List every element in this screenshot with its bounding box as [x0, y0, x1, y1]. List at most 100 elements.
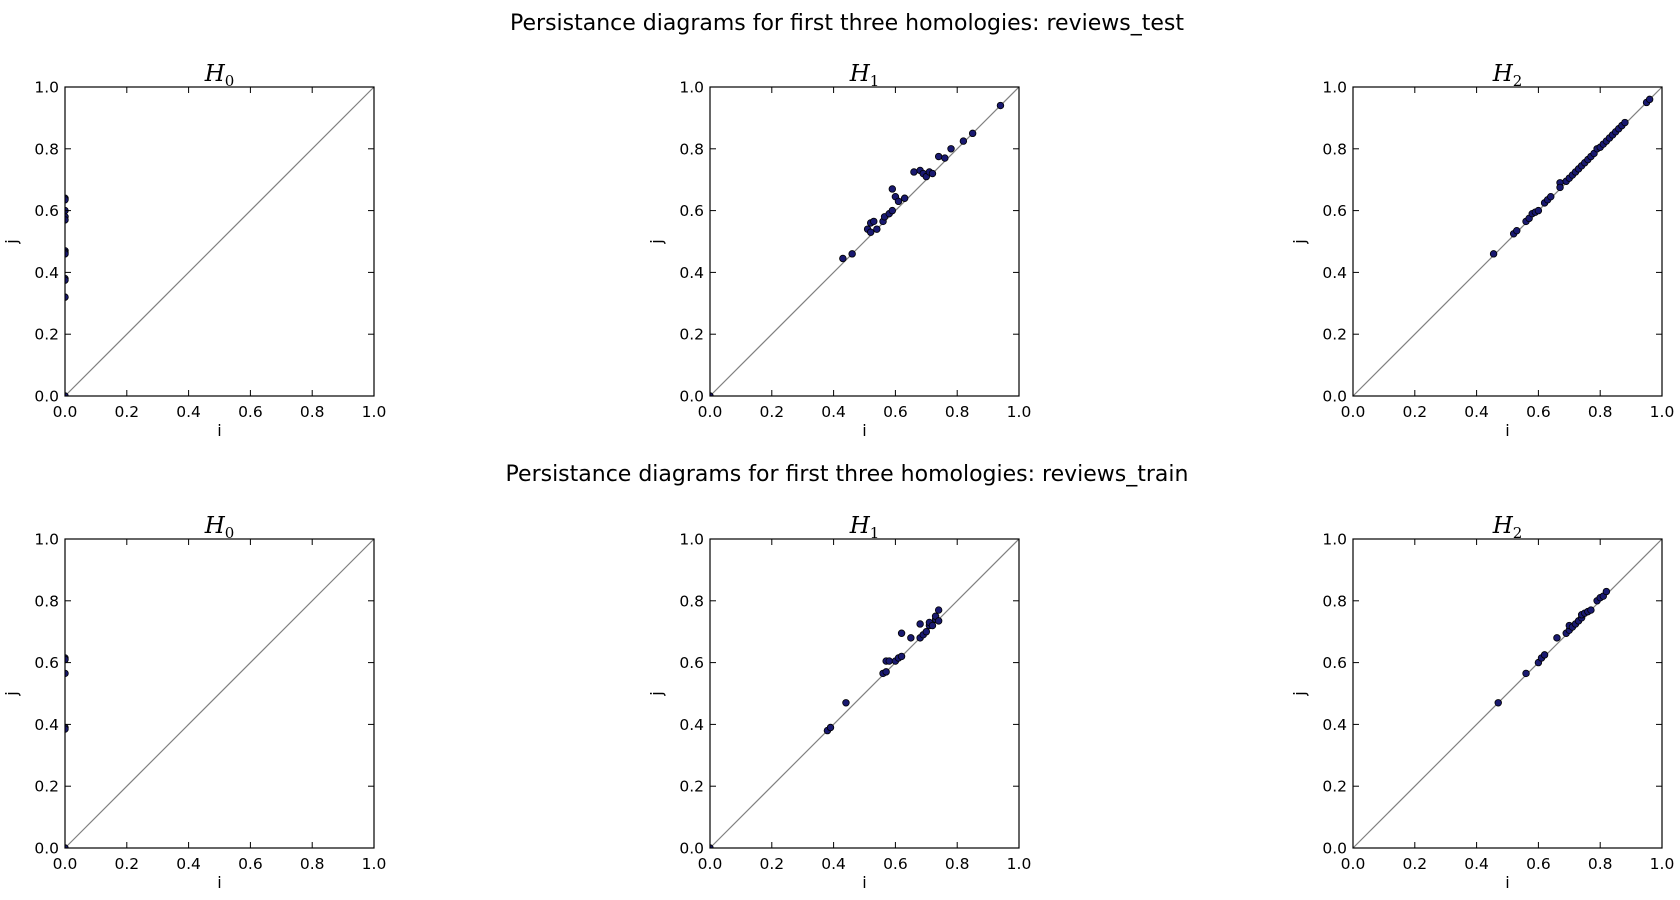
- x-tick-label: 0.8: [1588, 403, 1613, 421]
- y-tick-label: 0.6: [34, 202, 59, 220]
- y-tick-label: 0.8: [679, 592, 704, 610]
- panel-title: H1: [849, 513, 880, 542]
- scatter-point: [1534, 206, 1543, 215]
- scatter-point: [941, 154, 949, 162]
- y-tick-label: 0.8: [1322, 140, 1347, 158]
- axes-frame: [1352, 86, 1663, 397]
- y-tick-label: 0.8: [1322, 592, 1347, 610]
- x-tick-label: 0.4: [821, 403, 846, 421]
- scatter-point: [934, 617, 943, 625]
- scatter-points: [710, 101, 1005, 396]
- scatter-point: [1540, 651, 1549, 659]
- scatter-point: [910, 168, 918, 176]
- scatter-point: [947, 145, 955, 153]
- x-tick-label: 0.4: [1464, 403, 1489, 421]
- x-axis-label: i: [217, 421, 221, 440]
- scatter-point: [934, 152, 943, 161]
- scatter-points: [710, 606, 943, 848]
- y-tick-label: 0.2: [1322, 778, 1347, 796]
- scatter-point: [968, 129, 977, 138]
- scatter-point: [873, 225, 881, 233]
- y-tick-label: 0.2: [1322, 326, 1347, 344]
- scatter-point: [900, 194, 909, 202]
- x-tick-label: 0.0: [1341, 855, 1366, 873]
- x-axis-label: i: [862, 421, 866, 440]
- scatter-point: [870, 217, 878, 226]
- x-tick-label: 0.0: [698, 855, 723, 873]
- x-tick-label: 0.0: [698, 403, 723, 421]
- scatter-point: [866, 228, 875, 236]
- panel-title: H0: [204, 61, 235, 90]
- x-tick-label: 1.0: [362, 403, 387, 421]
- y-tick-label: 0.8: [34, 140, 59, 158]
- y-axis-label: j: [2, 691, 21, 696]
- x-tick-label: 1.0: [1650, 403, 1675, 421]
- panel-title-subscript: 0: [225, 524, 235, 542]
- x-tick-label: 1.0: [1007, 855, 1032, 873]
- x-axis-label: i: [1505, 873, 1509, 892]
- panel-title-letter: H: [1492, 513, 1514, 539]
- scatter-point: [1621, 118, 1629, 127]
- y-axis-label: j: [647, 691, 666, 696]
- scatter-point: [894, 197, 903, 206]
- axes-frame: [64, 538, 375, 849]
- panel-title-subscript: 2: [1513, 72, 1523, 90]
- scatter-points: [1494, 587, 1611, 707]
- scatter-point: [916, 620, 924, 628]
- x-tick-label: 0.2: [759, 403, 784, 421]
- scatter-point: [826, 723, 835, 732]
- y-tick-label: 0.4: [679, 716, 704, 734]
- x-tick-label: 0.8: [1588, 855, 1613, 873]
- panel-title-subscript: 0: [225, 72, 235, 90]
- y-tick-label: 0.0: [34, 840, 59, 858]
- x-tick-label: 0.2: [114, 403, 139, 421]
- scatter-point: [882, 668, 890, 676]
- y-tick-label: 0.4: [34, 264, 59, 282]
- panel-title-letter: H: [204, 61, 226, 87]
- panel-title: H1: [849, 61, 880, 90]
- y-tick-label: 0.6: [1322, 202, 1347, 220]
- scatter-point: [928, 169, 937, 178]
- y-tick-label: 0.0: [34, 388, 59, 406]
- y-tick-label: 1.0: [34, 79, 59, 97]
- y-tick-label: 0.4: [679, 264, 704, 282]
- scatter-point: [1489, 250, 1498, 258]
- x-tick-label: 0.2: [114, 855, 139, 873]
- panel-title-letter: H: [849, 513, 871, 539]
- diagonal-line: [64, 86, 375, 397]
- y-tick-label: 0.0: [1322, 840, 1347, 858]
- panel-title: H2: [1492, 513, 1523, 542]
- x-tick-label: 0.6: [238, 403, 263, 421]
- y-tick-label: 1.0: [1322, 531, 1347, 549]
- x-tick-label: 0.6: [883, 855, 908, 873]
- scatter-panel-reviews_test-H0: 0.0 0.2 0.4 0.6 0.8 1.0 0.0 0.2 0.4 0.6 0.8 1.0 i j H0: [2, 61, 386, 440]
- scatter-point: [888, 206, 897, 215]
- panel-title: H0: [204, 513, 235, 542]
- y-axis-label: j: [1290, 239, 1309, 244]
- y-tick-label: 0.6: [679, 202, 704, 220]
- y-tick-label: 1.0: [679, 531, 704, 549]
- axes-frame: [64, 86, 375, 397]
- scatter-point: [1522, 669, 1530, 678]
- diagonal-line: [1352, 538, 1663, 849]
- y-tick-label: 0.6: [679, 654, 704, 672]
- scatter-point: [928, 621, 937, 630]
- y-tick-label: 0.4: [34, 716, 59, 734]
- x-tick-label: 0.6: [1526, 403, 1551, 421]
- y-axis-label: j: [2, 239, 21, 244]
- scatter-point: [897, 629, 906, 637]
- scatter-panel-reviews_train-H1: 0.0 0.2 0.4 0.6 0.8 1.0 0.0 0.2 0.4 0.6 0.8 1.0 i j H1: [647, 513, 1031, 892]
- x-axis-label: i: [217, 873, 221, 892]
- x-tick-label: 0.4: [176, 855, 201, 873]
- x-tick-label: 0.8: [945, 855, 970, 873]
- x-tick-label: 0.2: [1402, 855, 1427, 873]
- x-tick-label: 0.8: [945, 403, 970, 421]
- y-tick-label: 0.2: [34, 326, 59, 344]
- panel-title-letter: H: [849, 61, 871, 87]
- scatter-point: [959, 137, 968, 145]
- y-tick-label: 0.8: [679, 140, 704, 158]
- x-axis-label: i: [862, 873, 866, 892]
- x-axis-label: i: [1505, 421, 1509, 440]
- diagonal-line: [64, 538, 375, 849]
